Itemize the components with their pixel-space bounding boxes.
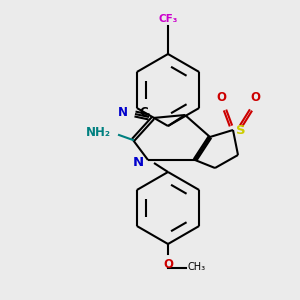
Text: N: N	[133, 155, 144, 169]
Text: NH₂: NH₂	[86, 127, 111, 140]
Text: CF₃: CF₃	[158, 14, 178, 24]
Text: C: C	[139, 106, 148, 119]
Text: S: S	[236, 124, 246, 136]
Text: O: O	[163, 258, 173, 271]
Text: N: N	[118, 106, 128, 119]
Text: CH₃: CH₃	[188, 262, 206, 272]
Text: O: O	[216, 91, 226, 104]
Text: O: O	[250, 91, 260, 104]
